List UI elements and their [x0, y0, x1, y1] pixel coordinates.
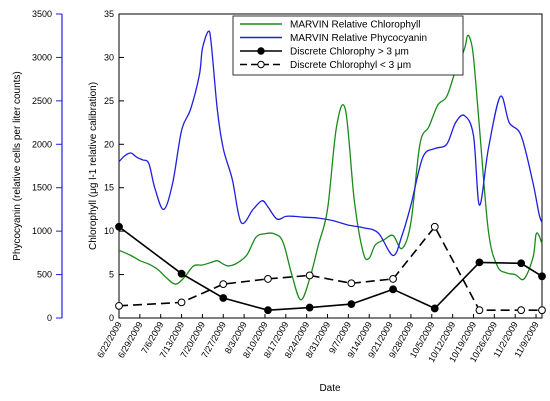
discrete-large-line-point [389, 285, 397, 294]
discrete-large-line-point [219, 294, 228, 302]
phycocyanin-axis-title: Phycocyanin (relative cells per liter co… [12, 71, 23, 261]
chlorophyll-tick-label: 20 [104, 139, 114, 149]
phycocyanin-tick-label: 1000 [32, 226, 52, 236]
phycocyanin-tick-label: 2000 [32, 139, 52, 149]
chlorophyll-tick-label: 15 [104, 183, 114, 193]
legend-marker [257, 60, 265, 69]
x-axis-title: Date [319, 383, 341, 394]
discrete-small-line-point [517, 306, 526, 315]
legend-items: MARVIN Relative Chlorophyll MARVIN Relati… [240, 20, 427, 71]
legend-label: Discrete Chlorophy > 3 μm [290, 47, 409, 58]
phycocyanin-line-group [118, 30, 543, 257]
chlorophyll-tick-label: 5 [109, 270, 114, 280]
series-layer [115, 30, 546, 315]
discrete-small-line-point [305, 271, 314, 280]
discrete-large-line-point [115, 222, 123, 231]
legend-marker [257, 47, 265, 55]
chlorophyll-tick-label: 25 [104, 96, 114, 106]
legend-box [232, 15, 464, 76]
chlorophyll-axis: 0 5 10 15 20 25 30 35 Chlorophyll (μg l-1 relat… [88, 9, 124, 323]
discrete-small-line-point [430, 222, 439, 231]
legend-label: Discrete Chlorophyl < 3 μm [290, 60, 411, 71]
phycocyanin-tick-label: 500 [37, 270, 52, 280]
discrete-small-line-point [177, 298, 186, 307]
chlorophyll-line-group [118, 34, 543, 301]
phycocyanin-tick-label: 3500 [32, 9, 52, 19]
chlorophyll-tick-label: 35 [104, 9, 114, 19]
legend-label: MARVIN Relative Chlorophyll [290, 20, 420, 31]
discrete-large-line-point [347, 300, 356, 309]
discrete-large-line-point [517, 259, 526, 268]
discrete-small-line-point [389, 275, 397, 283]
discrete-large-line-point [430, 304, 439, 313]
chlorophyll-tick-label: 30 [104, 52, 114, 62]
discrete-large-line-point [538, 272, 546, 281]
discrete-large-line [118, 226, 543, 312]
discrete-small-line [118, 225, 542, 311]
phycocyanin-tick-label: 2500 [32, 96, 52, 106]
discrete-large-line-point [177, 269, 186, 278]
phycocyanin-line [118, 30, 543, 257]
discrete-small-line-point [264, 275, 272, 283]
chlorophyll-axis-title: Chlorophyll (μg l-1 relative calibration… [88, 82, 99, 250]
chlorophyll-line [118, 34, 543, 301]
discrete-large-line-point [264, 306, 272, 315]
discrete-small-line-group [115, 222, 546, 315]
legend: MARVIN Relative Chlorophyll MARVIN Relati… [232, 15, 464, 76]
chlorophyll-tick-label: 0 [109, 313, 114, 323]
phycocyanin-tick-label: 1500 [32, 183, 52, 193]
phycocyanin-tick-label: 0 [47, 313, 52, 323]
discrete-small-line-point [115, 301, 123, 310]
phycocyanin-axis: 0 500 1000 1500 2000 2500 3000 3500 Phycocyanin… [12, 9, 63, 323]
chlorophyll-tick-label: 10 [104, 226, 114, 236]
legend-label: MARVIN Relative Phycocyanin [290, 33, 427, 44]
discrete-small-line-point [475, 306, 484, 315]
discrete-large-line-point [475, 258, 484, 267]
discrete-small-line-point [347, 279, 356, 288]
phycocyanin-tick-label: 3000 [32, 52, 52, 62]
discrete-large-line-point [305, 303, 314, 312]
x-axis-ticks: 6/22/20096/29/20097/6/20097/13/20097/20/… [95, 314, 541, 364]
phycocyanin-ticks: 0 500 1000 1500 2000 2500 3000 3500 [32, 9, 62, 323]
discrete-large-line-group [115, 222, 546, 315]
discrete-small-line-point [219, 280, 228, 289]
chlorophyll-ticks: 0 5 10 15 20 25 30 35 [104, 9, 124, 323]
discrete-small-line-point [538, 306, 546, 315]
plot-area-frame [118, 13, 543, 319]
